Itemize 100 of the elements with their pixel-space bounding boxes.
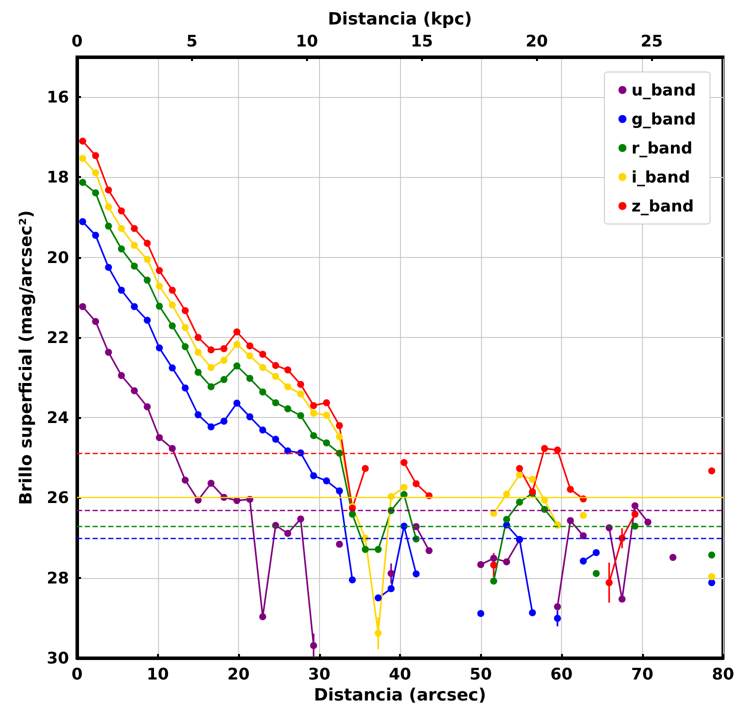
y-tick-label: 20 [46,248,69,267]
point [400,458,408,466]
point [233,400,240,407]
point [272,372,280,380]
point [566,486,574,493]
point [105,348,112,356]
point [516,471,524,478]
point [246,342,254,350]
point [554,603,561,610]
point [580,512,587,519]
point [310,402,318,410]
x-tick-label: 50 [470,664,492,684]
point [708,552,716,559]
y-tick-label: 30 [46,648,69,668]
point [156,344,163,352]
point [194,411,202,418]
point [182,343,189,350]
legend-label: g_band [631,110,696,128]
point [208,346,215,354]
point [105,186,112,194]
point [310,642,318,650]
point [130,303,138,310]
point [400,484,408,491]
x2-tick-label: 20 [526,32,548,50]
x-tick-label: 40 [388,664,412,684]
point [503,516,510,523]
point [79,218,86,226]
point [708,579,716,586]
point [168,302,176,309]
point [297,412,304,420]
point [233,497,240,504]
x2-tick-label: 5 [186,32,198,50]
point [259,350,266,358]
point [156,267,163,274]
point [246,413,254,420]
point [79,178,86,186]
point [220,345,228,352]
point [541,444,548,452]
point [194,368,202,376]
point [297,515,304,522]
point [208,364,215,372]
point [580,558,587,565]
point [118,245,125,252]
point [708,467,716,474]
point [246,352,254,360]
point [144,276,151,284]
point [105,264,112,271]
point [528,476,536,483]
point [477,610,484,618]
point [168,322,176,330]
point [323,399,330,406]
x-tick-label: 10 [146,664,169,684]
point [194,348,202,356]
point [144,316,151,324]
point [412,570,420,578]
point [79,138,86,145]
x-tick-label: 30 [308,664,330,684]
point [503,490,510,498]
point [144,240,151,247]
point [194,334,202,341]
point [92,152,100,160]
x-tick-label: 20 [227,664,250,684]
point [374,630,382,637]
legend-label: r_band [631,138,692,158]
point [323,477,330,484]
point [79,154,86,162]
legend-label: z_band [631,196,694,216]
y-tick-label: 16 [46,88,69,107]
point [284,405,292,412]
point [284,447,292,454]
point [208,480,215,487]
point [618,596,626,603]
point [297,380,304,388]
point [156,282,163,290]
point [233,340,240,348]
point [284,530,292,537]
point [144,403,151,410]
point [554,446,561,454]
y-tick-label: 18 [46,168,69,187]
point [259,388,266,396]
point [168,364,176,372]
point [182,476,189,484]
point [284,383,292,390]
point [118,286,125,294]
point [168,286,176,294]
point [631,502,638,510]
x2-tick-label: 25 [640,32,663,50]
x2-tick-label: 15 [410,32,433,50]
point [182,384,189,392]
point [592,570,600,577]
x2-tick-label: 0 [71,32,83,50]
point [669,554,676,561]
point [208,423,215,430]
y-tick-label: 22 [46,328,69,347]
point [580,532,587,540]
x-tick-label: 70 [631,664,654,684]
point [310,410,318,417]
point [272,436,280,443]
x2-axis-title: Distancia (kpc) [328,10,472,30]
point [118,372,125,380]
